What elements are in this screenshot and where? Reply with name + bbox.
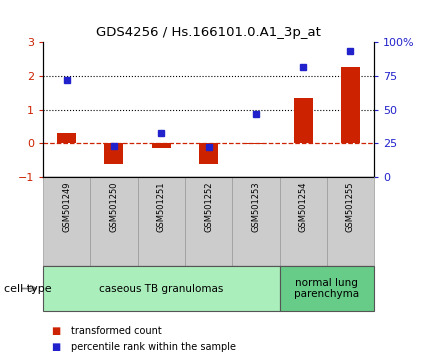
Text: ■: ■ [52, 342, 61, 352]
Bar [246, 143, 265, 144]
Text: ■: ■ [52, 326, 61, 336]
Bar [43, 267, 280, 310]
Title: GDS4256 / Hs.166101.0.A1_3p_at: GDS4256 / Hs.166101.0.A1_3p_at [96, 25, 321, 39]
Text: GSM501249: GSM501249 [62, 181, 71, 232]
Text: cell type: cell type [4, 284, 52, 293]
Bar [341, 67, 360, 143]
Text: percentile rank within the sample: percentile rank within the sample [71, 342, 236, 352]
Text: GSM501253: GSM501253 [252, 181, 260, 232]
Bar [104, 143, 123, 164]
Bar [43, 177, 90, 266]
Bar [199, 143, 218, 164]
Bar [232, 177, 280, 266]
Bar [152, 143, 171, 148]
Text: GSM501251: GSM501251 [157, 181, 166, 232]
Bar [90, 177, 138, 266]
Bar [327, 177, 374, 266]
Text: normal lung
parenchyma: normal lung parenchyma [294, 278, 359, 299]
Text: caseous TB granulomas: caseous TB granulomas [99, 284, 224, 293]
Bar [280, 177, 327, 266]
Text: transformed count: transformed count [71, 326, 162, 336]
Bar [280, 267, 374, 310]
Bar [57, 133, 76, 143]
Text: GSM501252: GSM501252 [204, 181, 213, 232]
Bar [185, 177, 232, 266]
Text: GSM501255: GSM501255 [346, 181, 355, 232]
Text: GSM501250: GSM501250 [110, 181, 118, 232]
Bar [294, 98, 313, 143]
Bar [138, 177, 185, 266]
Text: GSM501254: GSM501254 [299, 181, 307, 232]
